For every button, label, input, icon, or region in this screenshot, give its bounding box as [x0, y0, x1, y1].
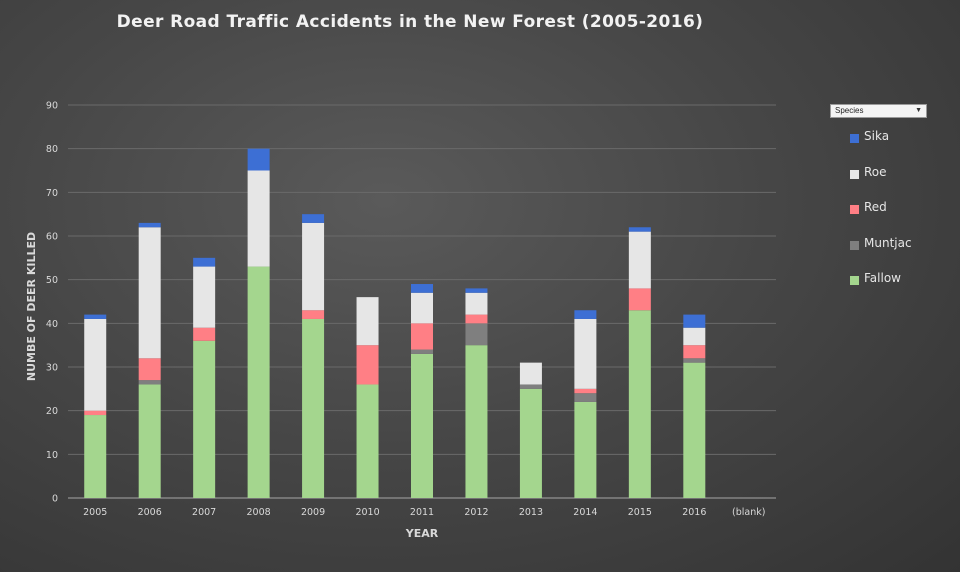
bar-sika-2012: [465, 288, 488, 293]
bar-fallow-2006: [138, 384, 161, 498]
legend-swatch-sika: [850, 134, 859, 143]
bar-fallow-2014: [574, 401, 597, 498]
bar-red-2014: [574, 388, 597, 394]
legend-swatch-roe: [850, 169, 859, 179]
bar-roe-2010: [356, 297, 379, 346]
x-tick-label: 2013: [519, 507, 543, 518]
legend-label-sika: Sika: [864, 129, 890, 143]
bar-fallow-2005: [84, 415, 107, 498]
bar-red-2012: [465, 314, 488, 324]
bar-roe-2013: [519, 362, 542, 385]
bar-red-2011: [411, 323, 433, 350]
bar-red-2015: [628, 288, 651, 311]
x-tick-label: (blank): [732, 507, 765, 518]
x-tick-label: 2008: [247, 507, 271, 518]
y-tick-label: 90: [46, 101, 58, 112]
x-tick-label: 2011: [410, 507, 434, 518]
y-tick-label: 70: [46, 188, 58, 199]
x-tick-label: 2009: [301, 507, 325, 518]
bar-muntjac-2014: [574, 393, 597, 402]
bar-muntjac-2012: [465, 323, 488, 346]
bar-red-2010: [356, 345, 379, 385]
legend-swatch-fallow: [850, 276, 859, 285]
legend-label-fallow: Fallow: [864, 271, 901, 285]
bar-sika-2014: [574, 310, 597, 319]
x-tick-label: 2010: [355, 507, 379, 518]
x-axis-title: YEAR: [405, 527, 439, 540]
bar-sika-2009: [302, 214, 325, 223]
y-tick-label: 20: [46, 406, 58, 417]
bar-fallow-2011: [411, 353, 433, 498]
y-tick-label: 30: [46, 363, 58, 374]
bar-sika-2006: [138, 222, 161, 228]
legend-swatch-muntjac: [850, 240, 859, 250]
bar-red-2009: [302, 310, 325, 319]
bar-sika-2005: [84, 314, 107, 319]
bar-fallow-2008: [247, 266, 270, 498]
legend-swatch-red: [850, 205, 859, 214]
bar-sika-2008: [247, 148, 270, 171]
legend-label-muntjac: Muntjac: [864, 235, 912, 250]
x-tick-label: 2016: [682, 507, 706, 518]
bar-roe-2015: [628, 231, 651, 289]
bar-sika-2007: [193, 257, 216, 267]
bar-muntjac-2013: [519, 384, 542, 389]
y-tick-label: 10: [46, 450, 58, 461]
bar-muntjac-2016: [683, 358, 706, 363]
y-tick-label: 60: [46, 232, 58, 243]
bar-roe-2007: [193, 266, 216, 328]
bar-roe-2011: [411, 292, 433, 324]
bar-red-2005: [84, 410, 107, 416]
species-filter-dropdown[interactable]: Species ▼: [830, 104, 927, 118]
x-tick-label: 2012: [464, 507, 488, 518]
x-tick-label: 2006: [138, 507, 162, 518]
x-tick-label: 2015: [628, 507, 652, 518]
bar-roe-2014: [574, 318, 597, 389]
bar-fallow-2010: [356, 384, 379, 498]
y-tick-label: 50: [46, 275, 58, 286]
y-tick-label: 0: [52, 494, 58, 505]
bar-muntjac-2011: [411, 349, 433, 354]
legend-label-roe: Roe: [864, 164, 887, 179]
y-tick-label: 40: [46, 319, 58, 330]
bar-sika-2015: [628, 227, 651, 232]
bar-roe-2016: [683, 327, 706, 346]
y-axis-title: NUMBE OF DEER KILLED: [25, 232, 38, 381]
bar-fallow-2012: [465, 345, 488, 498]
bar-sika-2016: [683, 314, 706, 328]
bar-red-2007: [193, 327, 216, 341]
species-filter-label: Species: [835, 106, 864, 115]
x-tick-label: 2005: [83, 507, 107, 518]
bar-roe-2005: [84, 318, 107, 411]
bar-fallow-2009: [302, 318, 325, 498]
bar-roe-2009: [302, 222, 325, 311]
bar-fallow-2016: [683, 362, 706, 498]
bar-roe-2008: [247, 170, 270, 267]
bar-fallow-2007: [193, 340, 216, 498]
x-tick-label: 2007: [192, 507, 216, 518]
chevron-down-icon[interactable]: ▼: [915, 107, 922, 114]
y-tick-label: 80: [46, 144, 58, 155]
legend-label-red: Red: [864, 200, 887, 214]
bar-red-2016: [683, 345, 706, 359]
chart-title: Deer Road Traffic Accidents in the New F…: [116, 12, 704, 32]
bar-red-2006: [138, 358, 161, 381]
bar-fallow-2015: [628, 310, 651, 498]
bar-sika-2011: [411, 284, 433, 293]
bar-muntjac-2006: [138, 380, 161, 385]
bar-roe-2006: [138, 227, 161, 359]
bar-roe-2012: [465, 292, 488, 315]
bar-fallow-2013: [519, 388, 542, 498]
x-tick-label: 2014: [573, 507, 597, 518]
